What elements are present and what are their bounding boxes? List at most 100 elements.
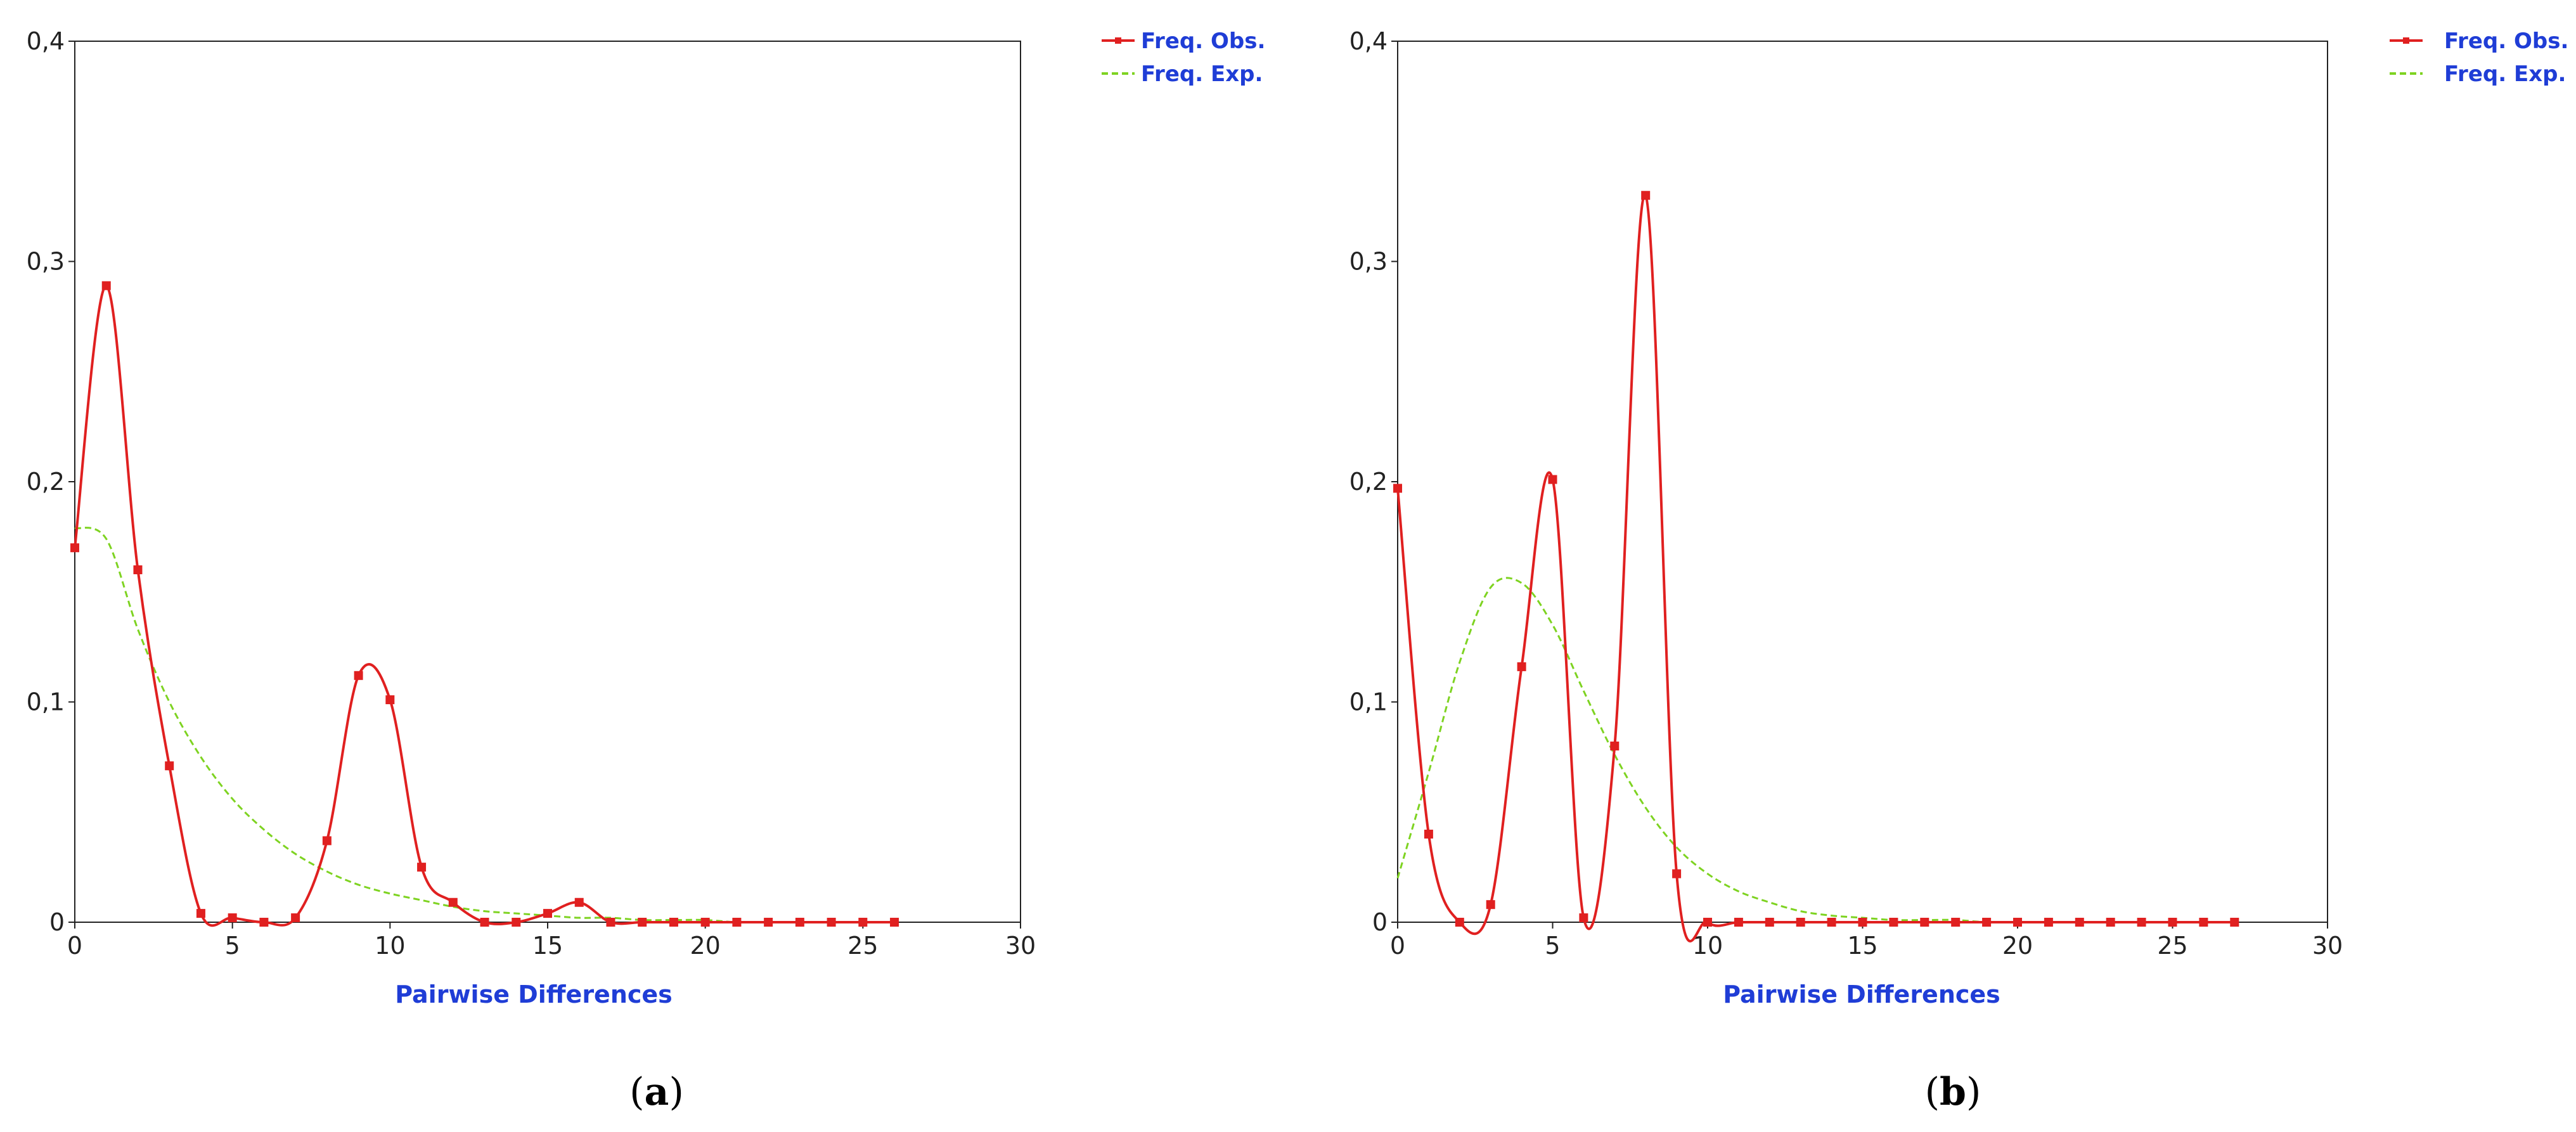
- chart-b-plot-frame: [1397, 41, 2328, 923]
- chart-a-series-obs-point: [512, 918, 521, 927]
- chart-a-series-obs-point: [574, 897, 584, 907]
- chart-a-series-obs-point: [101, 281, 111, 290]
- chart-b-plot: 0 5 10 15 20 25 30 0 0,1 0,2 0,3 0,4: [1349, 27, 2343, 960]
- chart-a-legend-exp-label: Freq. Exp.: [1141, 61, 1263, 87]
- chart-a-caption-letter: a: [645, 1070, 669, 1114]
- chart-b-x-tick-label: 10: [1692, 932, 1723, 960]
- chart-b-legend-obs-label: Freq. Obs.: [2444, 29, 2568, 54]
- chart-a-y-tick-label: 0,2: [27, 468, 65, 496]
- chart-b-series-obs-point: [1517, 662, 1526, 671]
- chart-a: 0 5 10 15 20 25 30 0 0,1 0,2 0,3 0,4 Pairwise Diffe…: [27, 27, 1266, 1114]
- chart-a-series-obs-point: [858, 918, 868, 927]
- chart-b-series-obs-line: [1396, 193, 2235, 942]
- chart-b-series-obs-point: [1393, 484, 1402, 493]
- chart-b-series-obs-point: [1455, 918, 1464, 927]
- chart-a-series-obs-point: [700, 918, 710, 927]
- chart-b-legend-exp-label: Freq. Exp.: [2444, 61, 2566, 87]
- chart-b-series-obs-point: [2044, 918, 2053, 927]
- chart-b-series-obs-point: [2075, 918, 2084, 927]
- chart-a-series-obs-point: [890, 918, 899, 927]
- chart-b-series-obs-point: [1765, 918, 1774, 927]
- chart-a-x-tick-label: 25: [847, 932, 878, 960]
- chart-b-series-obs-point: [1796, 918, 1805, 927]
- chart-b-series-obs-point: [2106, 918, 2115, 927]
- chart-a-series-obs-point: [827, 918, 836, 927]
- chart-b-y-tick-label: 0,2: [1349, 468, 1388, 496]
- chart-a-x-axis-label: Pairwise Differences: [395, 981, 673, 1008]
- chart-a-series-obs-point: [764, 918, 773, 927]
- chart-a-series-obs-point: [795, 918, 804, 927]
- chart-b-y-tick-label: 0,1: [1349, 688, 1388, 716]
- chart-b-x-tick-label: 20: [2002, 932, 2033, 960]
- chart-a-caption: (a): [629, 1070, 684, 1114]
- chart-b-series-obs-point: [1486, 900, 1495, 910]
- chart-a-series-obs-point: [480, 918, 489, 927]
- chart-a-plot-frame: [74, 41, 1021, 923]
- chart-b-series-obs-point: [2168, 918, 2177, 927]
- chart-b-legend: Freq. Obs. Freq. Exp.: [2390, 29, 2568, 87]
- chart-b: 0 5 10 15 20 25 30 0 0,1 0,2 0,3 0,4 Pairwise Diffe…: [1349, 27, 2569, 1114]
- chart-a-series-obs-point: [165, 761, 174, 771]
- chart-a-series-obs-point: [638, 918, 647, 927]
- chart-a-series-obs-point: [448, 897, 458, 907]
- chart-a-legend-obs-label: Freq. Obs.: [1141, 29, 1265, 54]
- chart-b-series-obs-point: [1579, 913, 1588, 923]
- chart-a-series-obs-point: [543, 909, 552, 918]
- chart-b-series-obs-point: [2137, 918, 2146, 927]
- chart-b-series-obs-point: [2199, 918, 2208, 927]
- chart-b-x-tick-label: 5: [1545, 932, 1560, 960]
- chart-a-plot: 0 5 10 15 20 25 30 0 0,1 0,2 0,3 0,4: [27, 27, 1036, 960]
- chart-a-x-tick-label: 30: [1005, 932, 1036, 960]
- chart-b-caption-letter: b: [1940, 1070, 1966, 1114]
- chart-a-series-obs-point: [417, 863, 427, 872]
- chart-b-series-exp-line: [1396, 577, 2235, 923]
- chart-b-series-obs-point: [1424, 830, 1433, 839]
- chart-a-series-obs-point: [70, 543, 79, 553]
- chart-a-x-tick-label: 5: [225, 932, 240, 960]
- chart-a-y-tick-label: 0,3: [27, 248, 65, 276]
- chart-b-series-obs-point: [1734, 918, 1743, 927]
- chart-a-x-tick-label: 15: [532, 932, 563, 960]
- chart-b-y-tick-label: 0: [1372, 908, 1388, 936]
- chart-a-series-obs-point: [606, 918, 615, 927]
- chart-a-series-obs-point: [291, 913, 300, 923]
- chart-b-series-obs-point: [1951, 918, 1961, 927]
- chart-a-series-obs-line: [74, 284, 895, 927]
- chart-a-legend: Freq. Obs. Freq. Exp.: [1102, 29, 1265, 87]
- chart-a-series-exp-line: [74, 527, 895, 923]
- chart-b-legend-obs-marker: [2403, 37, 2409, 44]
- chart-b-caption: (b): [1925, 1070, 1981, 1114]
- chart-b-series-obs-point: [1548, 475, 1557, 484]
- chart-a-series-obs-point: [669, 918, 678, 927]
- chart-a-series-obs-point: [385, 695, 395, 705]
- chart-a-series-obs-point: [196, 909, 205, 918]
- chart-b-x-tick-label: 25: [2157, 932, 2187, 960]
- chart-a-y-tick-label: 0: [49, 908, 65, 936]
- chart-a-x-tick-label: 10: [375, 932, 405, 960]
- chart-b-x-tick-label: 15: [1847, 932, 1877, 960]
- chart-b-series-obs-point: [1672, 869, 1682, 878]
- chart-b-x-tick-label: 0: [1390, 932, 1405, 960]
- chart-a-series-obs-point: [322, 836, 332, 846]
- chart-a-legend-obs-marker: [1115, 37, 1121, 44]
- chart-b-series-obs-point: [1889, 918, 1898, 927]
- chart-b-series-obs-point: [1641, 191, 1651, 200]
- chart-b-x-tick-label: 30: [2312, 932, 2343, 960]
- chart-b-series-obs-point: [1610, 742, 1620, 750]
- chart-a-series-obs-point: [732, 918, 742, 927]
- chart-a-series-obs-point: [354, 671, 363, 680]
- chart-a-y-tick-label: 0,1: [27, 688, 65, 716]
- chart-a-x-tick-label: 20: [690, 932, 720, 960]
- chart-b-y-tick-label: 0,4: [1349, 27, 1388, 55]
- chart-b-series-obs-point: [1827, 918, 1836, 927]
- chart-b-x-axis-label: Pairwise Differences: [1723, 981, 2000, 1008]
- chart-a-x-tick-label: 0: [67, 932, 82, 960]
- chart-b-series-obs-point: [1858, 918, 1867, 927]
- chart-b-series-obs-point: [1920, 918, 1929, 927]
- chart-a-series-obs-point: [228, 913, 237, 923]
- chart-b-series-obs-point: [1703, 918, 1712, 927]
- chart-a-y-tick-label: 0,4: [27, 27, 65, 55]
- chart-b-y-tick-label: 0,3: [1349, 248, 1388, 276]
- chart-b-series-obs-point: [2013, 918, 2022, 927]
